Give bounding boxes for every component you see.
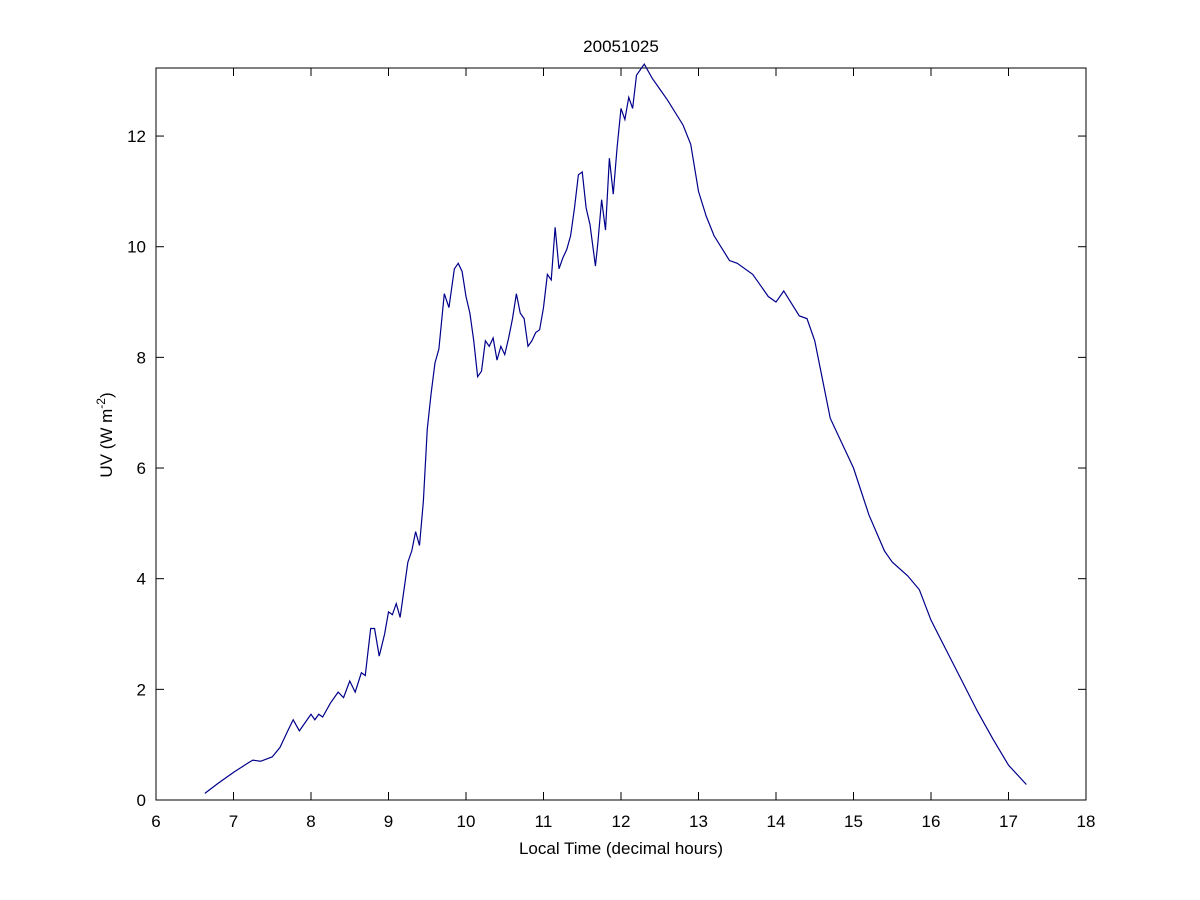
- y-tick-label: 12: [127, 127, 146, 146]
- y-tick-label: 6: [137, 459, 146, 478]
- x-tick-label: 14: [767, 812, 786, 831]
- x-tick-label: 17: [999, 812, 1018, 831]
- x-tick-label: 8: [306, 812, 315, 831]
- y-label-main: UV (W m: [97, 409, 116, 478]
- x-tick-label: 13: [689, 812, 708, 831]
- x-tick-label: 16: [922, 812, 941, 831]
- x-tick-label: 7: [229, 812, 238, 831]
- y-label-exponent: -2: [94, 398, 108, 409]
- x-tick-label: 6: [151, 812, 160, 831]
- x-tick-label: 11: [535, 812, 553, 831]
- y-tick-label: 2: [137, 680, 146, 699]
- x-tick-label: 12: [612, 812, 631, 831]
- y-tick-label: 4: [137, 570, 146, 589]
- x-tick-label: 15: [844, 812, 863, 831]
- y-tick-label: 10: [127, 238, 146, 257]
- data-line: [204, 63, 1027, 794]
- y-label-end: ): [97, 392, 116, 398]
- x-tick-label: 10: [457, 812, 476, 831]
- y-tick-label: 0: [137, 791, 146, 810]
- x-axis-label: Local Time (decimal hours): [519, 839, 723, 858]
- y-axis-label: UV (W m-2): [94, 392, 116, 477]
- y-tick-label: 8: [137, 348, 146, 367]
- x-tick-label: 18: [1077, 812, 1096, 831]
- chart-title: 20051025: [583, 37, 659, 56]
- x-tick-label: 9: [384, 812, 393, 831]
